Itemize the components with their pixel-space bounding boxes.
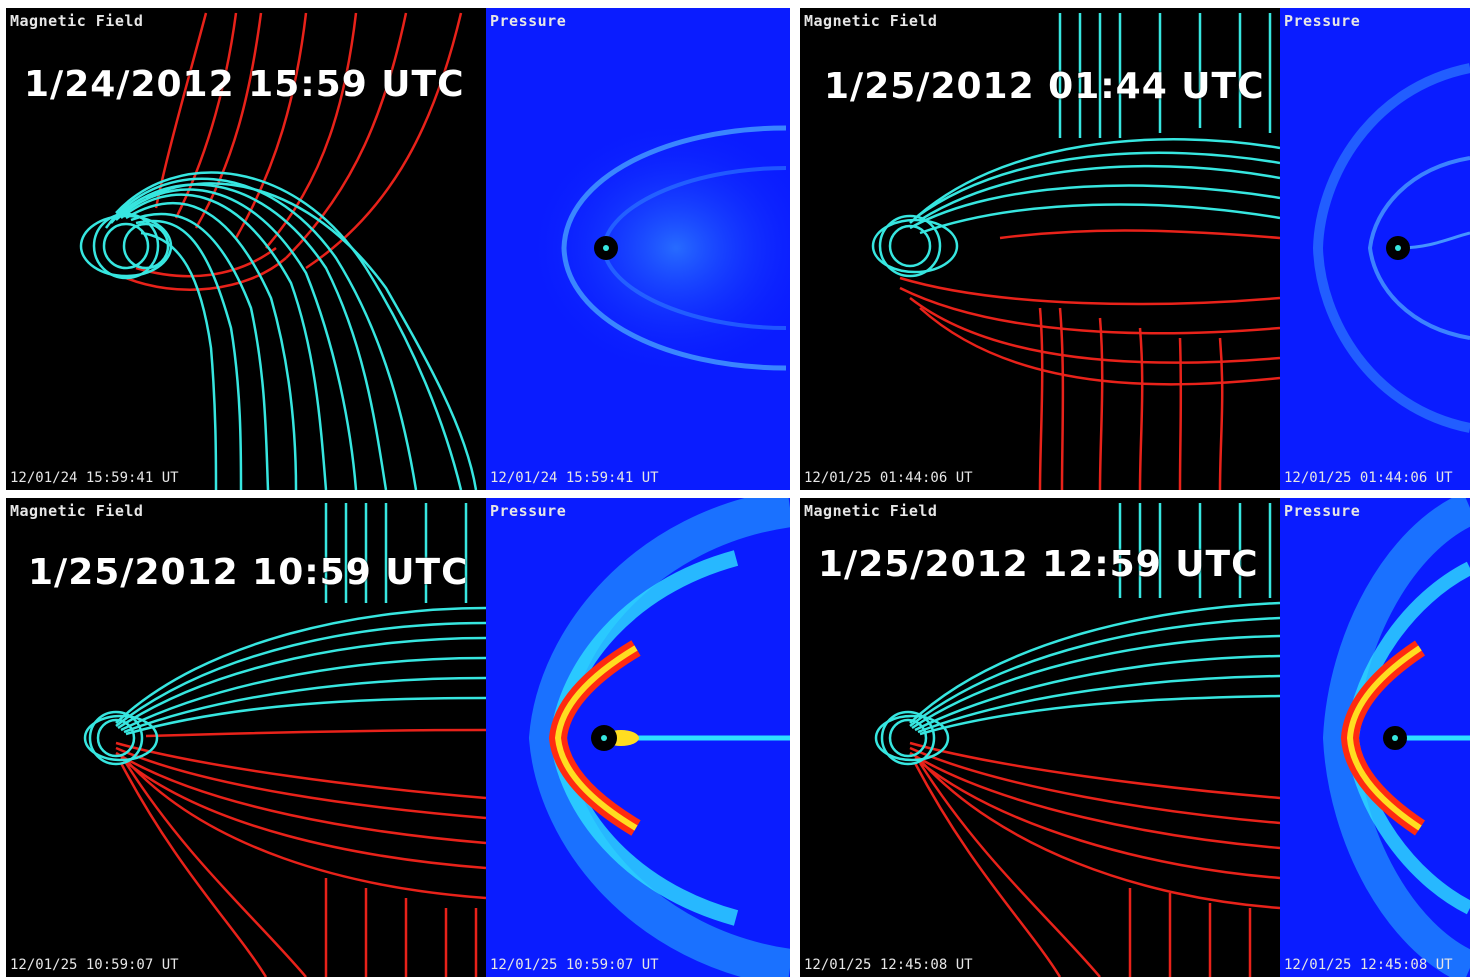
field-lines-4 bbox=[874, 503, 1280, 977]
sim-timestamp: 12/01/24 15:59:41 UT bbox=[490, 470, 659, 486]
sim-timestamp: 12/01/25 12:45:08 UT bbox=[1284, 957, 1453, 973]
north-field-lines bbox=[871, 13, 1280, 278]
sim-timestamp: 12/01/25 12:45:08 UT bbox=[804, 957, 973, 973]
magnetic-field-view-4: Magnetic Field 1/25/2012 12:59 UTC 12/01… bbox=[800, 498, 1280, 977]
panel-title: Magnetic Field bbox=[804, 12, 938, 30]
magnetic-field-view-3: Magnetic Field 1/25/2012 10:59 UTC 12/01… bbox=[6, 498, 486, 977]
pressure-view-3: Pressure 12/01/25 10:59:07 UT bbox=[486, 498, 790, 977]
timestamp-label: 1/24/2012 15:59 UTC bbox=[24, 64, 465, 105]
north-field-lines bbox=[83, 503, 486, 766]
pressure-map-1 bbox=[526, 118, 790, 378]
south-field-lines bbox=[125, 12, 463, 291]
panel-title: Pressure bbox=[490, 502, 567, 520]
pressure-map-2 bbox=[1312, 63, 1470, 433]
panel-title: Pressure bbox=[490, 12, 567, 30]
sim-timestamp: 12/01/24 15:59:41 UT bbox=[10, 470, 179, 486]
timestamp-label: 1/25/2012 12:59 UTC bbox=[818, 544, 1259, 585]
field-lines-1 bbox=[79, 12, 478, 490]
north-field-lines bbox=[79, 171, 478, 490]
timestamp-label: 1/25/2012 01:44 UTC bbox=[824, 66, 1265, 107]
sim-timestamp: 12/01/25 01:44:06 UT bbox=[1284, 470, 1453, 486]
panel-title: Pressure bbox=[1284, 502, 1361, 520]
timestamp-label: 1/25/2012 10:59 UTC bbox=[28, 552, 469, 593]
sim-timestamp: 12/01/25 10:59:07 UT bbox=[10, 957, 179, 973]
pressure-map-4 bbox=[1322, 498, 1470, 977]
south-field-lines bbox=[115, 728, 486, 977]
south-field-lines bbox=[909, 741, 1280, 977]
north-field-lines bbox=[874, 503, 1280, 766]
sim-timestamp: 12/01/25 01:44:06 UT bbox=[804, 470, 973, 486]
magnetic-field-view-1: Magnetic Field 1/24/2012 15:59 UTC 12/01… bbox=[6, 8, 486, 490]
pressure-view-4: Pressure 12/01/25 12:45:08 UT bbox=[1280, 498, 1470, 977]
panel-title: Magnetic Field bbox=[10, 12, 144, 30]
pressure-view-2: Pressure 12/01/25 01:44:06 UT bbox=[1280, 8, 1470, 490]
panel-title: Pressure bbox=[1284, 12, 1361, 30]
field-lines-2 bbox=[871, 13, 1280, 490]
sim-timestamp: 12/01/25 10:59:07 UT bbox=[490, 957, 659, 973]
south-field-lines bbox=[899, 229, 1280, 490]
pressure-map-3 bbox=[528, 498, 790, 977]
magnetic-field-view-2: Magnetic Field 1/25/2012 01:44 UTC 12/01… bbox=[800, 8, 1280, 490]
panel-title: Magnetic Field bbox=[804, 502, 938, 520]
pressure-view-1: Pressure 12/01/24 15:59:41 UT bbox=[486, 8, 790, 490]
field-lines-3 bbox=[83, 503, 486, 977]
panel-title: Magnetic Field bbox=[10, 502, 144, 520]
